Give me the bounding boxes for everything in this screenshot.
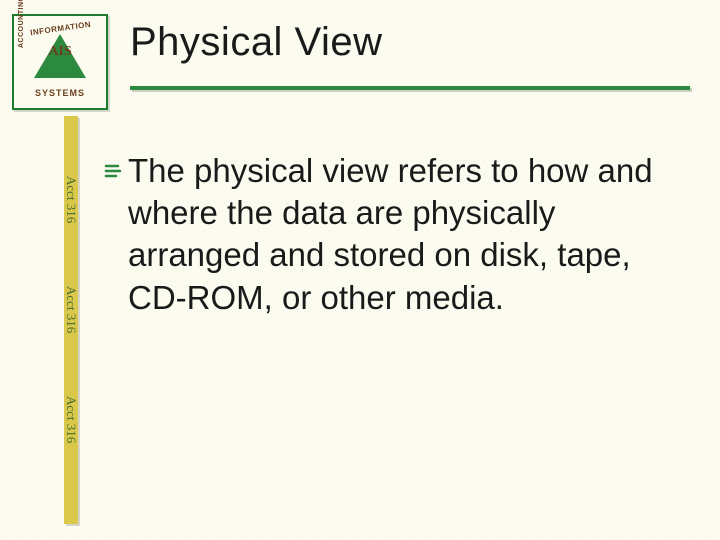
logo-inner: INFORMATION ACCOUNTING AIS SYSTEMS <box>20 22 100 102</box>
sidebar-label-3: Acct 316 <box>63 396 79 443</box>
slide: INFORMATION ACCOUNTING AIS SYSTEMS Physi… <box>0 0 720 540</box>
logo-arc-left: ACCOUNTING <box>18 0 25 48</box>
sidebar-label-2: Acct 316 <box>63 286 79 333</box>
bullet-text: The physical view refers to how and wher… <box>128 150 688 319</box>
logo-center-text: AIS <box>20 44 100 60</box>
title-underline <box>130 86 690 90</box>
sidebar-label-1: Acct 316 <box>63 176 79 223</box>
logo-box: INFORMATION ACCOUNTING AIS SYSTEMS <box>12 14 108 110</box>
bullet-icon <box>104 162 122 180</box>
slide-title: Physical View <box>130 20 383 65</box>
vertical-bar: Acct 316 Acct 316 Acct 316 <box>64 116 78 524</box>
logo-arc-bottom: SYSTEMS <box>20 88 100 98</box>
